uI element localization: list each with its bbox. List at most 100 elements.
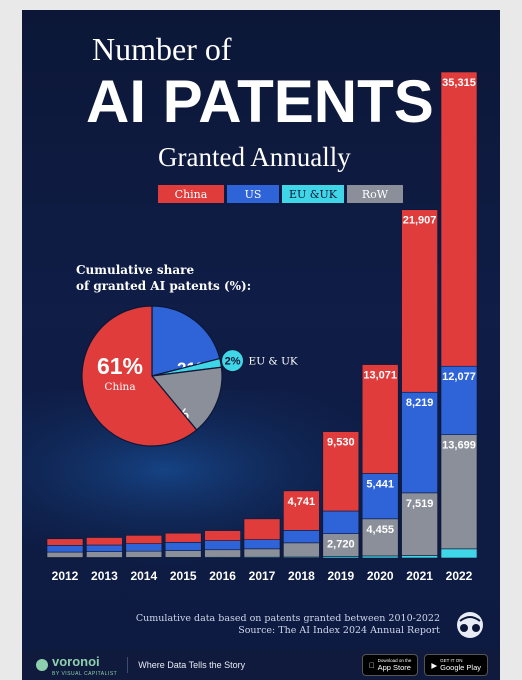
legend-label-china: China <box>175 188 208 201</box>
play-icon: ▶ <box>431 660 438 670</box>
brand-name: voronoi <box>52 654 100 669</box>
data-label-2022-row: 13,699 <box>442 440 476 452</box>
pie-pct-china: 61% <box>97 353 143 379</box>
x-tick-2014: 2014 <box>130 569 157 583</box>
data-label-2021-row: 7,519 <box>406 498 434 510</box>
pie-title-line1: Cumulative share <box>76 263 194 277</box>
google-play-button[interactable]: ▶ GET IT ON Google Play <box>424 654 488 676</box>
data-label-2022-china: 35,315 <box>442 77 476 89</box>
data-label-2021-china: 21,907 <box>403 215 437 227</box>
chart-canvas: Number of AI PATENTS Granted Annually Ch… <box>22 31 500 638</box>
pie-callout-eu-uk <box>221 349 245 373</box>
bar-2017-china <box>243 518 281 540</box>
bar-2015-us <box>164 542 202 551</box>
pie-slice-us <box>151 305 221 377</box>
bar-2014-us <box>125 543 163 552</box>
pie-label-china: China <box>104 381 135 393</box>
bar-2014-china <box>125 535 163 544</box>
pie-pct-eu-uk: 2% <box>225 356 241 368</box>
bar-2017-row <box>243 548 281 558</box>
data-label-2020-china: 13,071 <box>363 370 397 382</box>
bar-2016-row <box>204 549 241 558</box>
bar-2022-row <box>440 434 478 550</box>
bar-2015-china <box>164 532 202 543</box>
data-label-2019-row: 2,720 <box>327 539 355 551</box>
bar-2021-row <box>401 492 438 556</box>
app-store-small: Download on the <box>377 658 412 663</box>
bar-2021-china <box>401 209 438 393</box>
x-axis-ticks: 2012 2013 2014 2015 2016 2017 2018 2019 2020 2021… <box>52 569 473 583</box>
legend-label-us: US <box>245 188 262 201</box>
voronoi-logo-icon <box>36 659 48 671</box>
bar-2019-china <box>322 431 360 512</box>
title-line3: Granted Annually <box>158 142 351 172</box>
bar-2016-china <box>204 530 241 541</box>
google-play-label: Google Play <box>440 663 481 672</box>
bar-2018-us <box>283 530 320 544</box>
legend-swatch-euuk <box>282 185 344 203</box>
store-badges:  Download on the App Store ▶ GET IT ON … <box>361 654 488 676</box>
footnote-line2: Source: The AI Index 2024 Annual Report <box>238 625 440 636</box>
bar-2020-us <box>361 473 399 520</box>
bar-2013-row <box>86 551 123 558</box>
data-label-2019-china: 9,530 <box>327 437 355 449</box>
x-tick-2015: 2015 <box>170 569 197 583</box>
app-store-label: App Store <box>377 663 411 672</box>
pie-label-eu-uk: EU & UK <box>249 356 298 368</box>
legend-swatch-row <box>347 185 403 203</box>
legend-label-euuk: EU &UK <box>289 188 338 201</box>
title-line1: Number of <box>92 31 232 67</box>
legend-swatch-china <box>158 185 224 203</box>
bar-2020-china <box>361 364 399 474</box>
apple-icon:  <box>369 661 375 670</box>
x-tick-2013: 2013 <box>91 569 118 583</box>
bar-2022-china <box>440 71 478 367</box>
data-label-2021-us: 8,219 <box>406 397 434 409</box>
pie-slice-china <box>81 305 198 447</box>
x-tick-2021: 2021 <box>406 569 433 583</box>
bar-2019-us <box>322 510 360 534</box>
data-label-2022-us: 12,077 <box>442 371 476 383</box>
bar-2012-us <box>46 545 84 553</box>
bar-2020-eu-uk <box>361 555 399 559</box>
bar-2017-us <box>243 539 281 550</box>
bar-2018-row <box>283 542 320 558</box>
x-tick-2019: 2019 <box>327 569 354 583</box>
x-tick-2018: 2018 <box>288 569 315 583</box>
pie-title-line2: of granted AI patents (%): <box>76 279 251 293</box>
data-label-2020-us: 5,441 <box>366 478 394 490</box>
footer-bar: voronoi BY VISUAL CAPITALIST Where Data … <box>22 650 500 680</box>
title-line2: AI PATENTS <box>86 68 434 135</box>
bar-2022-eu-uk <box>440 548 478 559</box>
infographic-poster: Number of AI PATENTS Granted Annually Ch… <box>22 10 500 680</box>
x-tick-2020: 2020 <box>367 569 394 583</box>
pie-slice-row <box>150 366 223 431</box>
legend-swatch-us <box>227 185 279 203</box>
x-tick-2012: 2012 <box>52 569 79 583</box>
bar-2013-us <box>86 544 123 552</box>
bar-2014-row <box>125 550 163 558</box>
google-play-small: GET IT ON <box>440 658 463 663</box>
footer-divider <box>127 657 129 673</box>
voronoi-brand[interactable]: voronoi BY VISUAL CAPITALIST <box>36 653 117 677</box>
bar-2015-row <box>164 550 202 558</box>
data-label-2018-china: 4,741 <box>288 496 316 508</box>
app-store-button[interactable]:  Download on the App Store <box>361 654 419 676</box>
bar-2012-row <box>46 551 84 558</box>
legend-label-row: RoW <box>362 188 389 201</box>
brand-sub: BY VISUAL CAPITALIST <box>52 671 118 677</box>
bar-2013-china <box>86 537 123 546</box>
legend: China US EU &UK RoW <box>158 185 403 203</box>
bar-2021-eu-uk <box>401 555 438 559</box>
footnote-line1: Cumulative data based on patents granted… <box>136 613 440 624</box>
visual-capitalist-logo-icon <box>457 612 483 638</box>
bar-2018-china <box>283 490 320 531</box>
footer-tagline: Where Data Tells the Story <box>138 660 246 670</box>
x-tick-2017: 2017 <box>249 569 276 583</box>
bar-2016-us <box>204 540 241 551</box>
x-tick-2022: 2022 <box>446 569 473 583</box>
bar-chart: 4,741 2,720 9,530 4,455 5,441 13,071 7,519 8,21… <box>46 71 478 559</box>
data-label-2020-row: 4,455 <box>366 524 394 536</box>
bar-2012-china <box>46 538 84 546</box>
bar-2020-row <box>361 518 399 557</box>
